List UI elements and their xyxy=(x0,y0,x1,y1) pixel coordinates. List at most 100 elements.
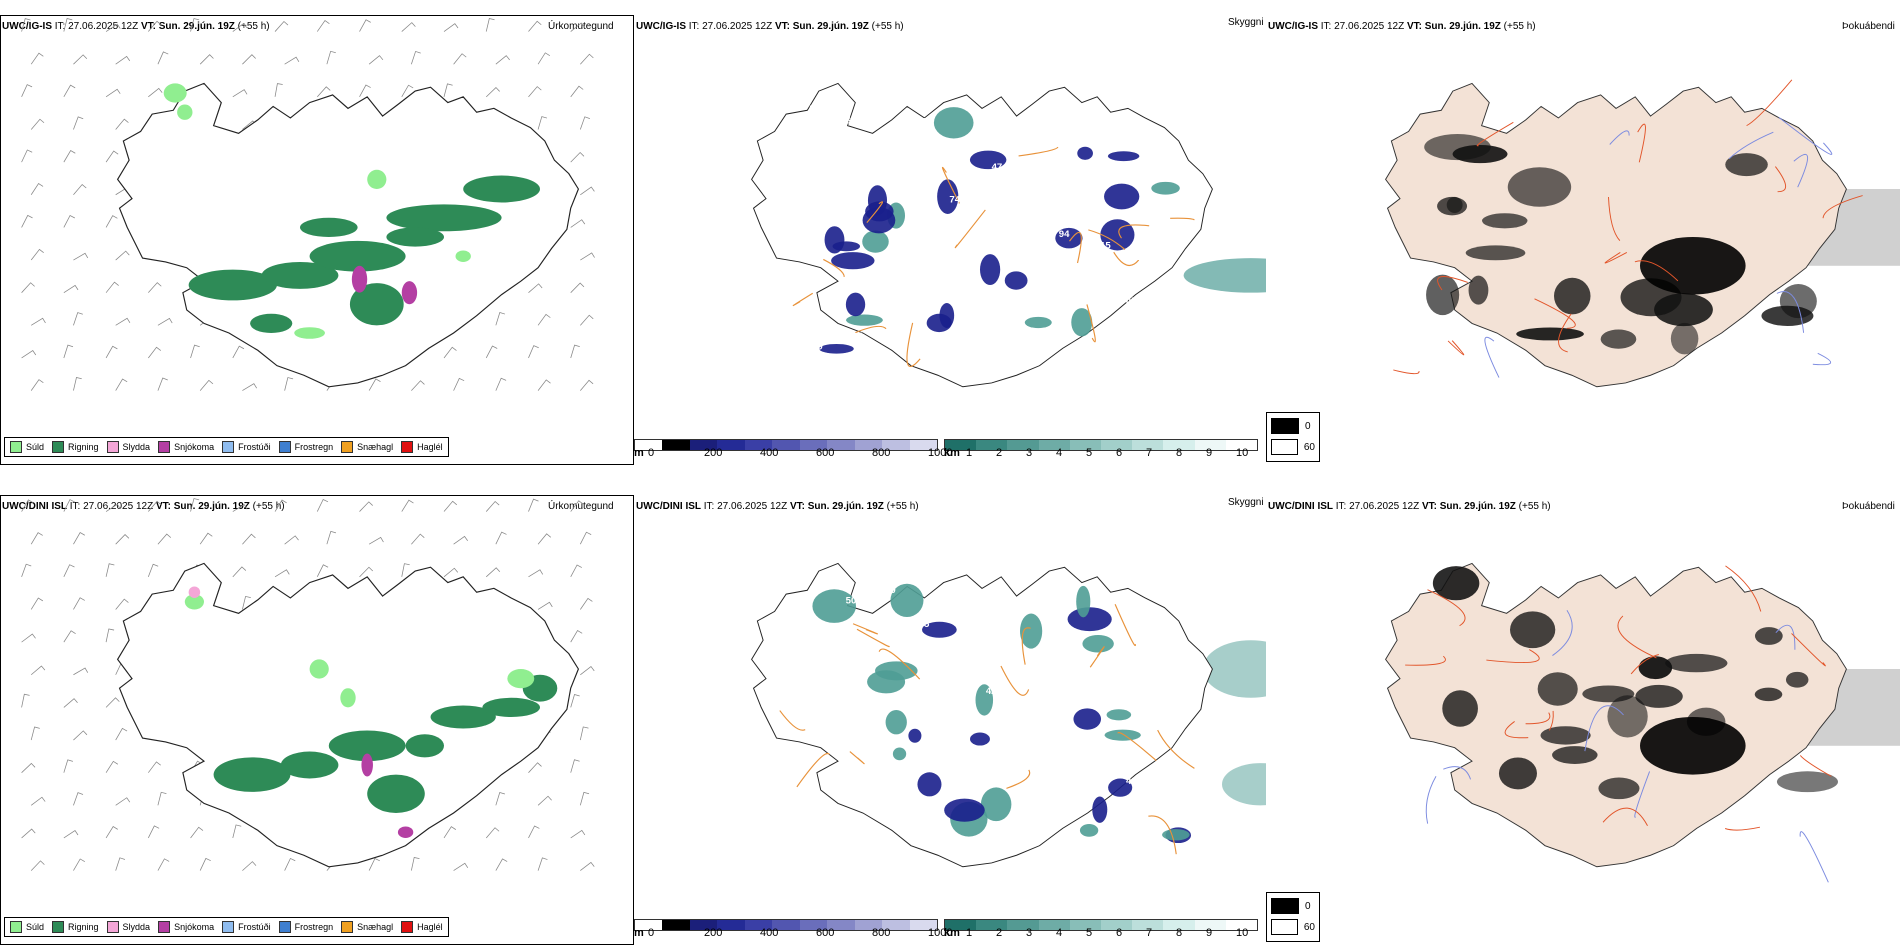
wind-barb xyxy=(401,563,410,577)
wind-barb xyxy=(105,281,119,293)
drizzle-area xyxy=(294,327,325,339)
fog-area xyxy=(1442,690,1478,727)
colorbar-step xyxy=(1038,920,1070,930)
road-line xyxy=(1113,251,1140,267)
road-line xyxy=(1774,166,1787,193)
wind-barb xyxy=(21,762,36,773)
vis-panel-bottom: UWC/DINI ISL IT: 27.06.2025 12Z VT: Sun.… xyxy=(634,495,1268,945)
fog-area xyxy=(1432,566,1480,601)
fog-area xyxy=(1554,277,1591,315)
wind-barb xyxy=(537,795,552,806)
road-line xyxy=(878,648,921,680)
wind-barb xyxy=(359,501,373,512)
wind-barb xyxy=(148,346,162,359)
legend-swatch xyxy=(341,921,354,933)
valid-time: Sun. 29.jún. 19Z xyxy=(792,21,869,32)
sea-fog-area xyxy=(1183,258,1266,293)
visibility-value: 55 xyxy=(1056,251,1067,262)
wind-barb xyxy=(21,563,32,577)
wind-barb xyxy=(73,377,82,391)
height-tick: 200 xyxy=(704,447,723,459)
fog-panel-top: UWC/IG-IS IT: 27.06.2025 12Z VT: Sun. 29… xyxy=(1266,15,1900,465)
legend-label: Frostúði xyxy=(238,442,271,452)
wind-barb xyxy=(495,377,507,391)
legend-swatch xyxy=(158,921,171,933)
height-tick: 0 xyxy=(648,447,655,459)
colorbar-step xyxy=(689,440,718,450)
it-label: IT: xyxy=(69,501,81,512)
colorbar-step xyxy=(799,920,828,930)
wind-barb xyxy=(73,792,84,806)
legend-label: Snæhagl xyxy=(357,442,394,452)
wind-barb xyxy=(537,533,552,545)
rain-area xyxy=(309,240,406,272)
wind-barb xyxy=(30,860,45,871)
legend-swatch xyxy=(158,441,171,453)
height-tick: 1000 xyxy=(928,927,953,939)
wind-barb xyxy=(274,499,287,512)
visibility-value: 47 xyxy=(986,206,997,217)
height-unit: m xyxy=(634,927,644,939)
wind-barb xyxy=(30,726,40,741)
km-tick: 4 xyxy=(1056,927,1063,939)
vt-label: VT: xyxy=(1406,21,1422,32)
wind-barb xyxy=(148,500,162,512)
colorbar-step xyxy=(1038,440,1070,450)
wind-barb xyxy=(411,380,425,391)
fog-area xyxy=(1635,684,1683,708)
colorbar-step xyxy=(1132,920,1164,930)
visibility-value: 94 xyxy=(1059,229,1070,240)
wind-barb xyxy=(232,345,245,359)
rain-area xyxy=(386,227,444,247)
rain-area xyxy=(349,283,404,326)
wind-barb xyxy=(30,532,43,545)
rain-area xyxy=(213,757,291,792)
precip-legend: Súld Rigning Slydda Snjókoma Frostúði Fr… xyxy=(4,917,449,937)
wind-barb xyxy=(401,22,416,32)
wind-barb xyxy=(232,566,247,578)
road-line xyxy=(1604,252,1628,264)
wind-barb xyxy=(21,828,36,839)
road-line xyxy=(1791,633,1826,667)
fog-swatch-dark xyxy=(1271,898,1299,914)
visibility-map: 55 47 74 49 47 54 65 83 47 55 47 49 54 46 47 50 74 65 292 3… xyxy=(751,82,1266,388)
low-visibility-area xyxy=(1082,634,1114,653)
wind-barb xyxy=(570,22,585,32)
wind-barb xyxy=(570,500,584,512)
visibility-value: 42 xyxy=(989,664,1000,675)
legend-swatch xyxy=(278,921,291,933)
wind-barb xyxy=(115,55,131,65)
road-line xyxy=(1725,565,1762,612)
road-line xyxy=(1525,712,1551,725)
wind-barb xyxy=(443,23,459,32)
wind-barb xyxy=(115,378,128,391)
wind-barb xyxy=(63,18,73,32)
fog-area xyxy=(1510,611,1556,649)
fog-area xyxy=(1607,695,1648,738)
km-tick: 9 xyxy=(1206,927,1213,939)
road-line xyxy=(1447,340,1465,356)
low-visibility-area xyxy=(979,254,1001,285)
low-visibility-area xyxy=(1104,729,1141,741)
height-colorbar xyxy=(634,919,938,931)
low-visibility-area xyxy=(1106,709,1132,721)
colorbar-step xyxy=(1007,440,1039,450)
visibility-value: 37 xyxy=(989,184,1000,195)
height-colorbar xyxy=(634,439,938,451)
visibility-value: 32 xyxy=(1132,252,1143,263)
colorbar-step xyxy=(854,440,883,450)
visibility-value: 41 xyxy=(916,641,927,652)
legend-swatch xyxy=(106,441,119,453)
wind-barb xyxy=(274,83,283,97)
rain-area xyxy=(280,751,339,779)
visibility-value: 87 xyxy=(1025,195,1036,206)
wind-barb xyxy=(570,694,580,708)
visibility-value: 54 xyxy=(1019,720,1030,731)
visibility-value: 49 xyxy=(812,341,823,352)
panel-header: UWC/IG-IS IT: 27.06.2025 12Z VT: Sun. 29… xyxy=(636,21,904,32)
visibility-value: 30 xyxy=(885,585,896,596)
panel-kind: Skyggni xyxy=(1228,497,1264,508)
colorbar-step xyxy=(1225,440,1258,450)
visibility-value: 39 xyxy=(949,674,960,685)
fog-legend: 0 60 xyxy=(1266,412,1320,462)
